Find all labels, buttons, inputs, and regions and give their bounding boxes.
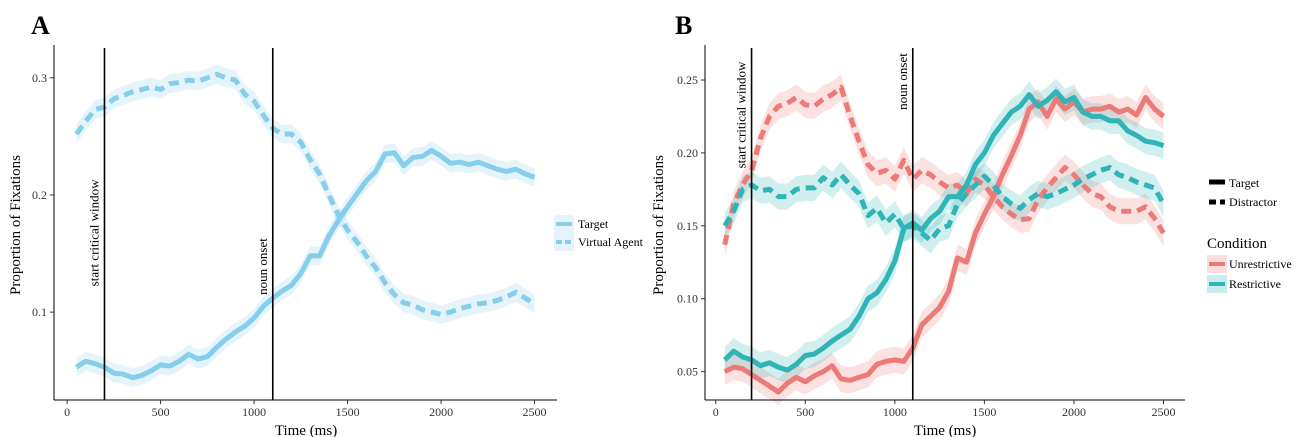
- x-tick-label-500: 500: [152, 405, 170, 419]
- x-tick-label-1500: 1500: [336, 405, 360, 419]
- panel-b-legends: Target Distractor Condition Unrestrictiv…: [1207, 176, 1292, 293]
- y-tick-label-0: 0.1: [32, 305, 47, 319]
- legend-entry-restrictive-label: Restrictive: [1229, 277, 1281, 291]
- y-tick-label-1: 0.10: [677, 292, 698, 306]
- y-tick-label-3: 0.20: [677, 146, 698, 160]
- panel-b-legend-keys: [1207, 179, 1227, 293]
- panel-a-legend-keys: [554, 215, 574, 251]
- series-line-target: [75, 147, 536, 381]
- series-ribbon-restrictive-target: [724, 78, 1164, 384]
- legend-entry-target-label: Target: [578, 217, 609, 231]
- panel-b-axes: start critical window noun onset 0 500 1000 1…: [677, 45, 1185, 419]
- panel-a-chart: start critical window noun onset 0 500 1000 1…: [8, 45, 557, 437]
- x-tick-label-2000: 2000: [429, 405, 453, 419]
- series-line-unrestrictive-target: [723, 95, 1166, 395]
- panel-a-plot-area: [74, 64, 536, 388]
- x-tick-label-2500: 2500: [523, 405, 547, 419]
- panel-a-letter: A: [31, 11, 50, 40]
- legend-entry-distractor-label: Distractor: [1229, 195, 1277, 209]
- x-tick-label-1000: 1000: [242, 405, 266, 419]
- legend-condition-title: Condition: [1207, 236, 1268, 252]
- panel-a-axes: start critical window noun onset 0 500 1000 1…: [32, 45, 557, 419]
- series-ribbon-unrestrictive-target: [724, 84, 1164, 406]
- panel-a-legend: Target Virtual Agent: [554, 215, 644, 251]
- x-tick-label-0: 0: [713, 405, 719, 419]
- x-tick-label-500: 500: [796, 405, 814, 419]
- series-ribbon-unrestrictive-distractor: [724, 74, 1164, 258]
- series-line-restrictive-target: [722, 89, 1165, 373]
- series-ribbon-virtual-agent: [76, 64, 535, 324]
- y-tick-label-1: 0.2: [32, 188, 47, 202]
- vline-label-start-critical-window: start critical window: [734, 61, 749, 168]
- x-tick-label-1000: 1000: [883, 405, 907, 419]
- y-tick-label-2: 0.15: [677, 219, 698, 233]
- series-line-unrestrictive-distractor: [722, 84, 1166, 246]
- panel-b-letter: B: [675, 11, 692, 40]
- y-tick-label-4: 0.25: [677, 73, 698, 87]
- x-tick-label-2000: 2000: [1062, 405, 1086, 419]
- panel-b-y-axis-title: Proportion of Fixations: [651, 155, 667, 295]
- legend-entry-unrestrictive-label: Unrestrictive: [1229, 257, 1292, 271]
- x-tick-label-1500: 1500: [972, 405, 996, 419]
- series-line-restrictive-distractor: [722, 165, 1166, 243]
- panel-b-x-axis-title: Time (ms): [914, 423, 976, 437]
- x-tick-label-0: 0: [64, 405, 70, 419]
- legend-entry-target-label: Target: [1229, 176, 1260, 190]
- legend-entry-virtual-agent-label: Virtual Agent: [578, 235, 644, 249]
- y-tick-label-0: 0.05: [677, 365, 698, 379]
- series-line-virtual-agent: [74, 71, 536, 317]
- y-tick-label-2: 0.3: [32, 71, 47, 85]
- legend-key-bg-virtual-agent: [554, 233, 574, 251]
- panel-b-chart: start critical window noun onset 0 500 1000 1…: [651, 45, 1185, 437]
- panel-a-y-axis-title: Proportion of Fixations: [8, 155, 24, 295]
- x-tick-label-2500: 2500: [1152, 405, 1176, 419]
- panel-a-x-axis-title: Time (ms): [275, 423, 337, 437]
- vline-label-start-critical-window: start critical window: [87, 179, 102, 286]
- vline-label-noun-onset: noun onset: [255, 238, 270, 295]
- panel-b-plot-area: [722, 74, 1166, 406]
- vline-label-noun-onset: noun onset: [895, 53, 910, 110]
